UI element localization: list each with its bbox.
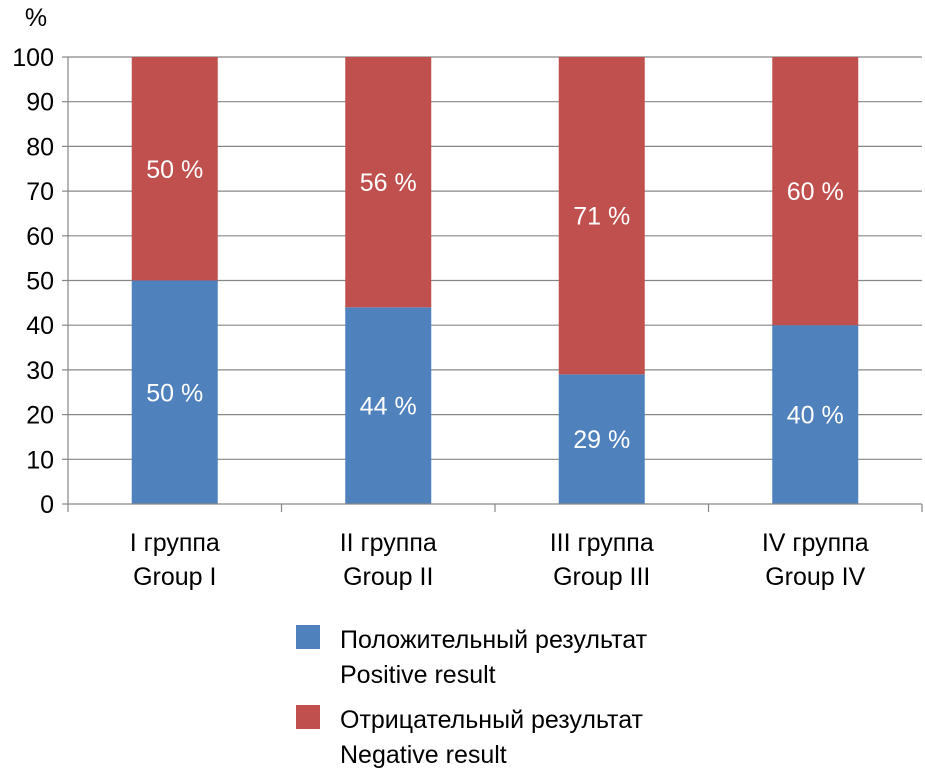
bar-segment — [558, 57, 645, 375]
y-tick-label: 80 — [26, 133, 54, 161]
y-tick-label: 0 — [40, 491, 54, 519]
legend-swatch — [296, 705, 320, 729]
y-tick-label: 90 — [26, 89, 54, 117]
x-tick-label: II группа — [340, 529, 437, 557]
data-label: 60 % — [787, 178, 844, 206]
y-axis-unit-label: % — [25, 4, 47, 32]
y-tick-label: 30 — [26, 357, 54, 385]
data-label: 50 % — [146, 379, 203, 407]
x-tick-labels: I группа Group I II группа Group II III груп… — [130, 529, 869, 591]
legend: Положительный результат Positive result От… — [296, 625, 648, 769]
legend-swatch — [296, 625, 320, 649]
y-tick-label: 20 — [26, 402, 54, 430]
x-tick-label: Group IV — [765, 563, 865, 591]
y-tick-label: 70 — [26, 178, 54, 206]
data-labels: 50 % 50 % 44 % 56 % 29 % 71 % 40 % 60 % — [146, 156, 843, 454]
x-tick-label: Group I — [133, 563, 216, 591]
data-label: 71 % — [573, 203, 630, 231]
y-tick-label: 50 — [26, 268, 54, 296]
data-label: 40 % — [787, 402, 844, 430]
x-tick-label: Group III — [553, 563, 650, 591]
bars — [131, 57, 859, 504]
y-tick-label: 60 — [26, 223, 54, 251]
y-tick-label: 10 — [26, 446, 54, 474]
data-label: 44 % — [360, 393, 417, 421]
bar-segment — [772, 57, 859, 326]
legend-label: Positive result — [340, 661, 496, 689]
bar-segment — [345, 307, 432, 504]
x-tick-label: Group II — [343, 563, 433, 591]
x-tick-label: I группа — [130, 529, 220, 557]
y-tick-label: 40 — [26, 312, 54, 340]
x-tick-label: IV группа — [762, 529, 869, 557]
data-label: 50 % — [146, 156, 203, 184]
bar-segment — [131, 57, 218, 281]
bar-segment — [558, 374, 645, 504]
bar-segment — [131, 280, 218, 504]
bar-segment — [345, 57, 432, 308]
legend-label: Положительный результат — [340, 626, 648, 654]
y-tick-labels: 0 10 20 30 40 50 60 70 80 90 100 — [12, 44, 54, 519]
data-label: 29 % — [573, 426, 630, 454]
bar-segment — [772, 325, 859, 504]
axes — [62, 56, 923, 512]
y-tick-label: 100 — [12, 44, 54, 72]
data-label: 56 % — [360, 169, 417, 197]
x-tick-label: III группа — [550, 529, 654, 557]
legend-label: Отрицательный результат — [340, 706, 644, 734]
legend-label: Negative result — [340, 741, 507, 769]
